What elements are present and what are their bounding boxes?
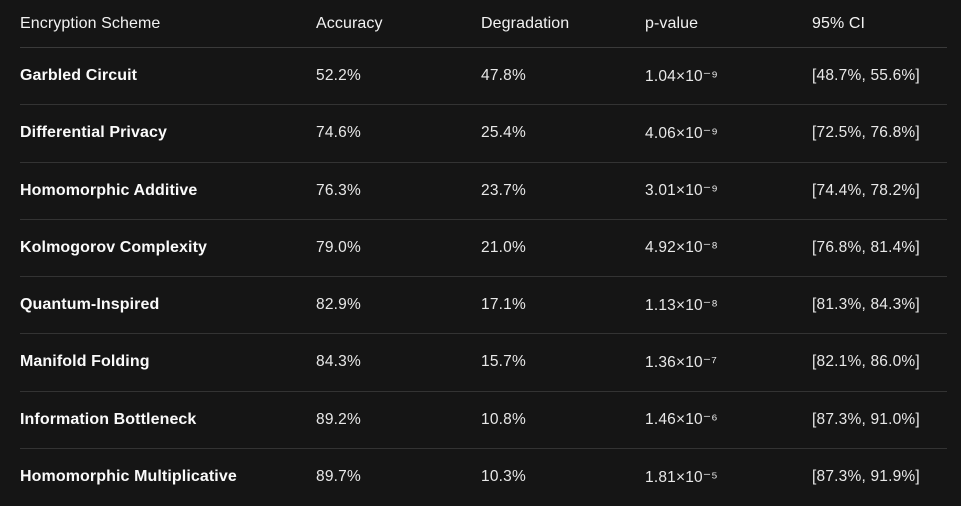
cell-degradation: 17.1% (481, 296, 526, 314)
column-header-scheme: Encryption Scheme (20, 14, 161, 32)
cell-scheme: Homomorphic Additive (20, 181, 198, 199)
cell-accuracy: 89.2% (316, 410, 361, 428)
cell-degradation: 10.8% (481, 410, 526, 428)
cell-accuracy: 89.7% (316, 468, 361, 486)
table-row: Homomorphic Multiplicative 89.7% 10.3% 1… (20, 449, 947, 506)
cell-scheme: Kolmogorov Complexity (20, 238, 208, 256)
cell-ci: [76.8%, 81.4%] (812, 238, 920, 256)
cell-scheme: Differential Privacy (20, 124, 167, 142)
table-row: Manifold Folding 84.3% 15.7% 1.36×10⁻⁷ [… (20, 334, 947, 392)
cell-p-value: 1.04×10⁻⁹ (645, 67, 719, 85)
cell-degradation: 21.0% (481, 238, 526, 256)
column-header-degradation: Degradation (481, 14, 570, 32)
column-header-ci: 95% CI (812, 14, 866, 32)
table-row: Information Bottleneck 89.2% 10.8% 1.46×… (20, 392, 947, 449)
cell-degradation: 23.7% (481, 181, 526, 199)
cell-ci: [74.4%, 78.2%] (812, 181, 920, 199)
table-row: Differential Privacy 74.6% 25.4% 4.06×10… (20, 105, 947, 163)
table-header-row: Encryption Scheme Accuracy Degradation p… (20, 0, 947, 48)
cell-degradation: 47.8% (481, 67, 526, 85)
table-row: Kolmogorov Complexity 79.0% 21.0% 4.92×1… (20, 220, 947, 277)
cell-accuracy: 52.2% (316, 67, 361, 85)
cell-p-value: 4.92×10⁻⁸ (645, 239, 718, 257)
cell-ci: [82.1%, 86.0%] (812, 353, 920, 371)
cell-ci: [72.5%, 76.8%] (812, 124, 920, 142)
cell-ci: [81.3%, 84.3%] (812, 296, 920, 314)
cell-scheme: Homomorphic Multiplicative (20, 468, 237, 486)
cell-degradation: 10.3% (481, 468, 526, 486)
cell-p-value: 1.36×10⁻⁷ (645, 353, 718, 371)
table-row: Homomorphic Additive 76.3% 23.7% 3.01×10… (20, 163, 947, 220)
cell-p-value: 1.46×10⁻⁶ (645, 411, 718, 429)
cell-ci: [48.7%, 55.6%] (812, 67, 920, 85)
cell-accuracy: 84.3% (316, 353, 361, 371)
cell-accuracy: 74.6% (316, 124, 361, 142)
cell-p-value: 1.81×10⁻⁵ (645, 468, 718, 486)
column-header-p-value: p-value (645, 14, 699, 32)
cell-accuracy: 76.3% (316, 181, 361, 199)
cell-degradation: 25.4% (481, 124, 526, 142)
cell-scheme: Information Bottleneck (20, 410, 197, 428)
table-row: Quantum-Inspired 82.9% 17.1% 1.13×10⁻⁸ [… (20, 277, 947, 335)
cell-scheme: Quantum-Inspired (20, 296, 160, 314)
cell-accuracy: 79.0% (316, 238, 361, 256)
cell-scheme: Manifold Folding (20, 353, 150, 371)
cell-ci: [87.3%, 91.0%] (812, 410, 920, 428)
cell-scheme: Garbled Circuit (20, 67, 138, 85)
column-header-accuracy: Accuracy (316, 14, 383, 32)
cell-p-value: 1.13×10⁻⁸ (645, 296, 718, 314)
cell-accuracy: 82.9% (316, 296, 361, 314)
table-row: Garbled Circuit 52.2% 47.8% 1.04×10⁻⁹ [4… (20, 48, 947, 106)
cell-p-value: 4.06×10⁻⁹ (645, 124, 719, 142)
cell-degradation: 15.7% (481, 353, 526, 371)
cell-ci: [87.3%, 91.9%] (812, 468, 920, 486)
cell-p-value: 3.01×10⁻⁹ (645, 182, 719, 200)
